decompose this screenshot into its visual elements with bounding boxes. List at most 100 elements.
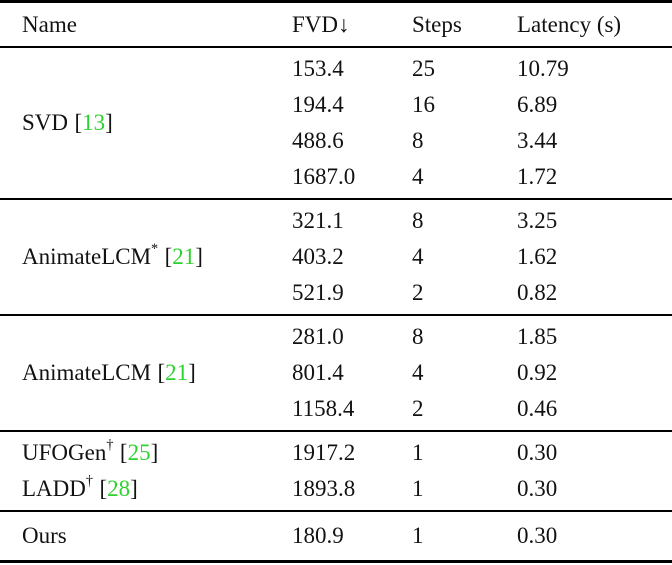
- latency-value: 1.62: [517, 244, 558, 269]
- fvd-value: 488.6: [292, 128, 344, 153]
- table-section-animatelcm: AnimateLCM [21] 281.0 8 1.85 801.4 4 0.92…: [0, 316, 672, 430]
- method-name: LADD † [28]: [0, 471, 292, 507]
- steps-value: 1: [412, 523, 424, 548]
- citation-bracket-close: ]: [105, 110, 113, 135]
- latency-value: 0.30: [517, 523, 558, 548]
- steps-value: 25: [412, 56, 435, 81]
- method-entry-ours: Ours 180.9 1 0.30: [0, 518, 672, 554]
- citation-number-link[interactable]: 25: [127, 440, 151, 465]
- metric-rows: 1917.2 1 0.30: [292, 435, 672, 471]
- citation-bracket-close: ]: [195, 244, 203, 269]
- table-rule-section: [0, 510, 672, 512]
- metric-rows: 1893.8 1 0.30: [292, 471, 672, 507]
- citation-number-link[interactable]: 28: [107, 476, 131, 501]
- latency-value: 0.82: [517, 280, 558, 305]
- method-name: Ours: [0, 518, 292, 554]
- steps-value: 8: [412, 128, 424, 153]
- method-name-base: UFOGen: [22, 440, 107, 465]
- column-header-fvd: FVD↓: [292, 12, 350, 37]
- latency-value: 3.44: [517, 128, 558, 153]
- fvd-value: 403.2: [292, 244, 344, 269]
- table-rule-bottom: [0, 560, 672, 563]
- citation-number-link[interactable]: 21: [165, 360, 189, 385]
- citation-number-link[interactable]: 13: [82, 110, 106, 135]
- table-row: 194.4 16 6.89: [292, 87, 672, 123]
- table-section-ours: Ours 180.9 1 0.30: [0, 512, 672, 560]
- method-entry-svd: SVD [13] 153.4 25 10.79 194.4 16 6.89 488…: [0, 51, 672, 195]
- latency-value: 1.85: [517, 324, 558, 349]
- fvd-value: 153.4: [292, 56, 344, 81]
- latency-value: 0.30: [517, 440, 558, 465]
- method-name: AnimateLCM * [21]: [0, 203, 292, 311]
- method-entry-animatelcm: AnimateLCM [21] 281.0 8 1.85 801.4 4 0.92…: [0, 319, 672, 427]
- steps-value: 2: [412, 280, 424, 305]
- method-entry-ufogen: UFOGen † [25] 1917.2 1 0.30: [0, 435, 672, 471]
- fvd-value: 1917.2: [292, 440, 356, 465]
- citation: [21]: [165, 244, 203, 270]
- latency-value: 3.25: [517, 208, 558, 233]
- table-row: 403.2 4 1.62: [292, 239, 672, 275]
- method-entry-ladd: LADD † [28] 1893.8 1 0.30: [0, 471, 672, 507]
- method-name-base: Ours: [22, 523, 67, 548]
- method-name: AnimateLCM [21]: [0, 319, 292, 427]
- metric-rows: 281.0 8 1.85 801.4 4 0.92 1158.4 2 0.46: [292, 319, 672, 427]
- fvd-value: 281.0: [292, 324, 344, 349]
- steps-value: 1: [412, 476, 424, 501]
- table-row: 1687.0 4 1.72: [292, 159, 672, 195]
- fvd-value: 801.4: [292, 360, 344, 385]
- citation-bracket-close: ]: [188, 360, 196, 385]
- citation-bracket-close: ]: [130, 476, 138, 501]
- fvd-value: 321.1: [292, 208, 344, 233]
- method-name-superscript: †: [85, 473, 94, 490]
- citation-bracket-open: [: [74, 110, 83, 135]
- table-rule-header: [0, 46, 672, 48]
- steps-value: 4: [412, 244, 424, 269]
- method-name-base: AnimateLCM: [22, 360, 152, 385]
- metric-rows: 321.1 8 3.25 403.2 4 1.62 521.9 2 0.82: [292, 203, 672, 311]
- steps-value: 4: [412, 360, 424, 385]
- citation: [28]: [99, 476, 137, 502]
- metric-rows: 153.4 25 10.79 194.4 16 6.89 488.6 8 3.4…: [292, 51, 672, 195]
- citation: [21]: [157, 360, 195, 386]
- table-rule-top: [0, 0, 672, 3]
- steps-value: 2: [412, 396, 424, 421]
- method-name-superscript: †: [106, 437, 114, 454]
- method-name-base: SVD: [22, 110, 69, 135]
- method-name-base: LADD: [22, 476, 86, 501]
- column-header-steps: Steps: [412, 12, 462, 37]
- metric-rows: 180.9 1 0.30: [292, 518, 672, 554]
- fvd-value: 1158.4: [292, 396, 355, 421]
- table-rule-section: [0, 430, 672, 432]
- method-entry-animatelcm-star: AnimateLCM * [21] 321.1 8 3.25 403.2 4 1.6…: [0, 203, 672, 311]
- table-row: 153.4 25 10.79: [292, 51, 672, 87]
- table-row: 801.4 4 0.92: [292, 355, 672, 391]
- steps-value: 16: [412, 92, 435, 117]
- citation-bracket-open: [: [99, 476, 108, 501]
- table-row: 1893.8 1 0.30: [292, 471, 672, 507]
- latency-value: 10.79: [517, 56, 569, 81]
- table-rule-section: [0, 314, 672, 316]
- steps-value: 8: [412, 208, 424, 233]
- citation-bracket-open: [: [164, 244, 173, 269]
- latency-value: 0.30: [517, 476, 558, 501]
- table-row: 521.9 2 0.82: [292, 275, 672, 311]
- table-row: 488.6 8 3.44: [292, 123, 672, 159]
- latency-value: 6.89: [517, 92, 558, 117]
- table-row: 180.9 1 0.30: [292, 518, 672, 554]
- column-header-name: Name: [22, 12, 77, 37]
- fvd-value: 180.9: [292, 523, 344, 548]
- citation-bracket-open: [: [157, 360, 166, 385]
- steps-value: 1: [412, 440, 424, 465]
- table-header-row: Name FVD↓ Steps Latency (s): [0, 3, 672, 46]
- citation: [25]: [120, 440, 158, 466]
- method-name: UFOGen † [25]: [0, 435, 292, 471]
- table-section-animatelcm-star: AnimateLCM * [21] 321.1 8 3.25 403.2 4 1.6…: [0, 200, 672, 314]
- fvd-value: 521.9: [292, 280, 344, 305]
- citation-number-link[interactable]: 21: [172, 244, 196, 269]
- table-row: 281.0 8 1.85: [292, 319, 672, 355]
- method-name-base: AnimateLCM: [22, 244, 152, 269]
- citation: [13]: [74, 110, 112, 136]
- table-row: 1917.2 1 0.30: [292, 435, 672, 471]
- steps-value: 8: [412, 324, 424, 349]
